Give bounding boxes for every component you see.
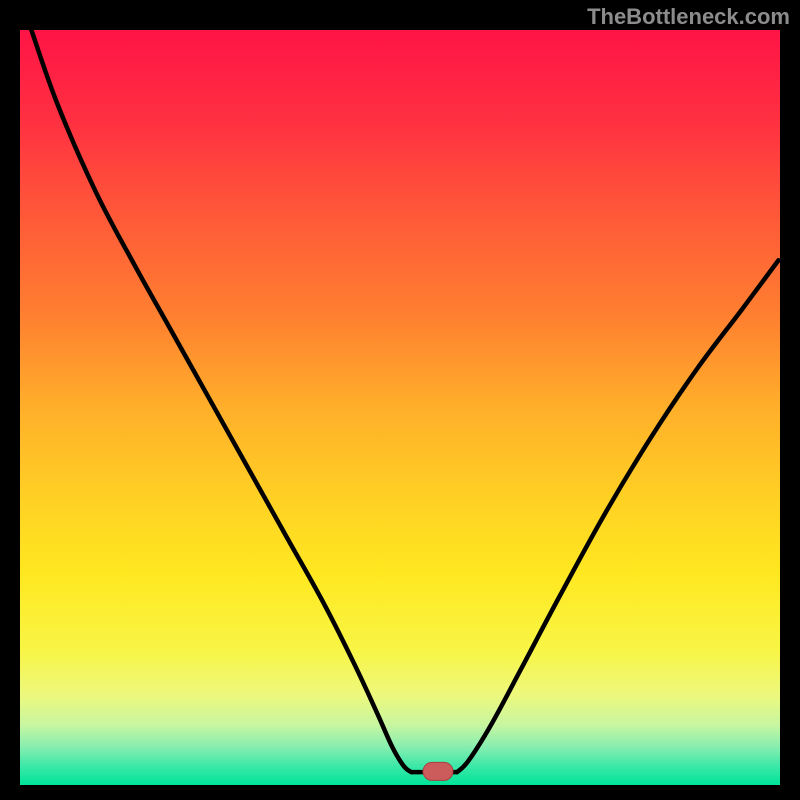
optimum-marker bbox=[423, 762, 453, 780]
gradient-background bbox=[20, 30, 780, 785]
bottleneck-chart bbox=[0, 0, 800, 800]
watermark-text: TheBottleneck.com bbox=[587, 4, 790, 30]
